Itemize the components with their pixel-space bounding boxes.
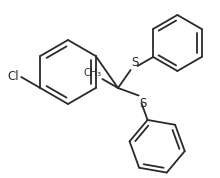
Text: S: S [132, 56, 139, 69]
Text: S: S [140, 96, 147, 109]
Text: Cl: Cl [8, 70, 19, 83]
Text: CH₃: CH₃ [83, 68, 101, 78]
